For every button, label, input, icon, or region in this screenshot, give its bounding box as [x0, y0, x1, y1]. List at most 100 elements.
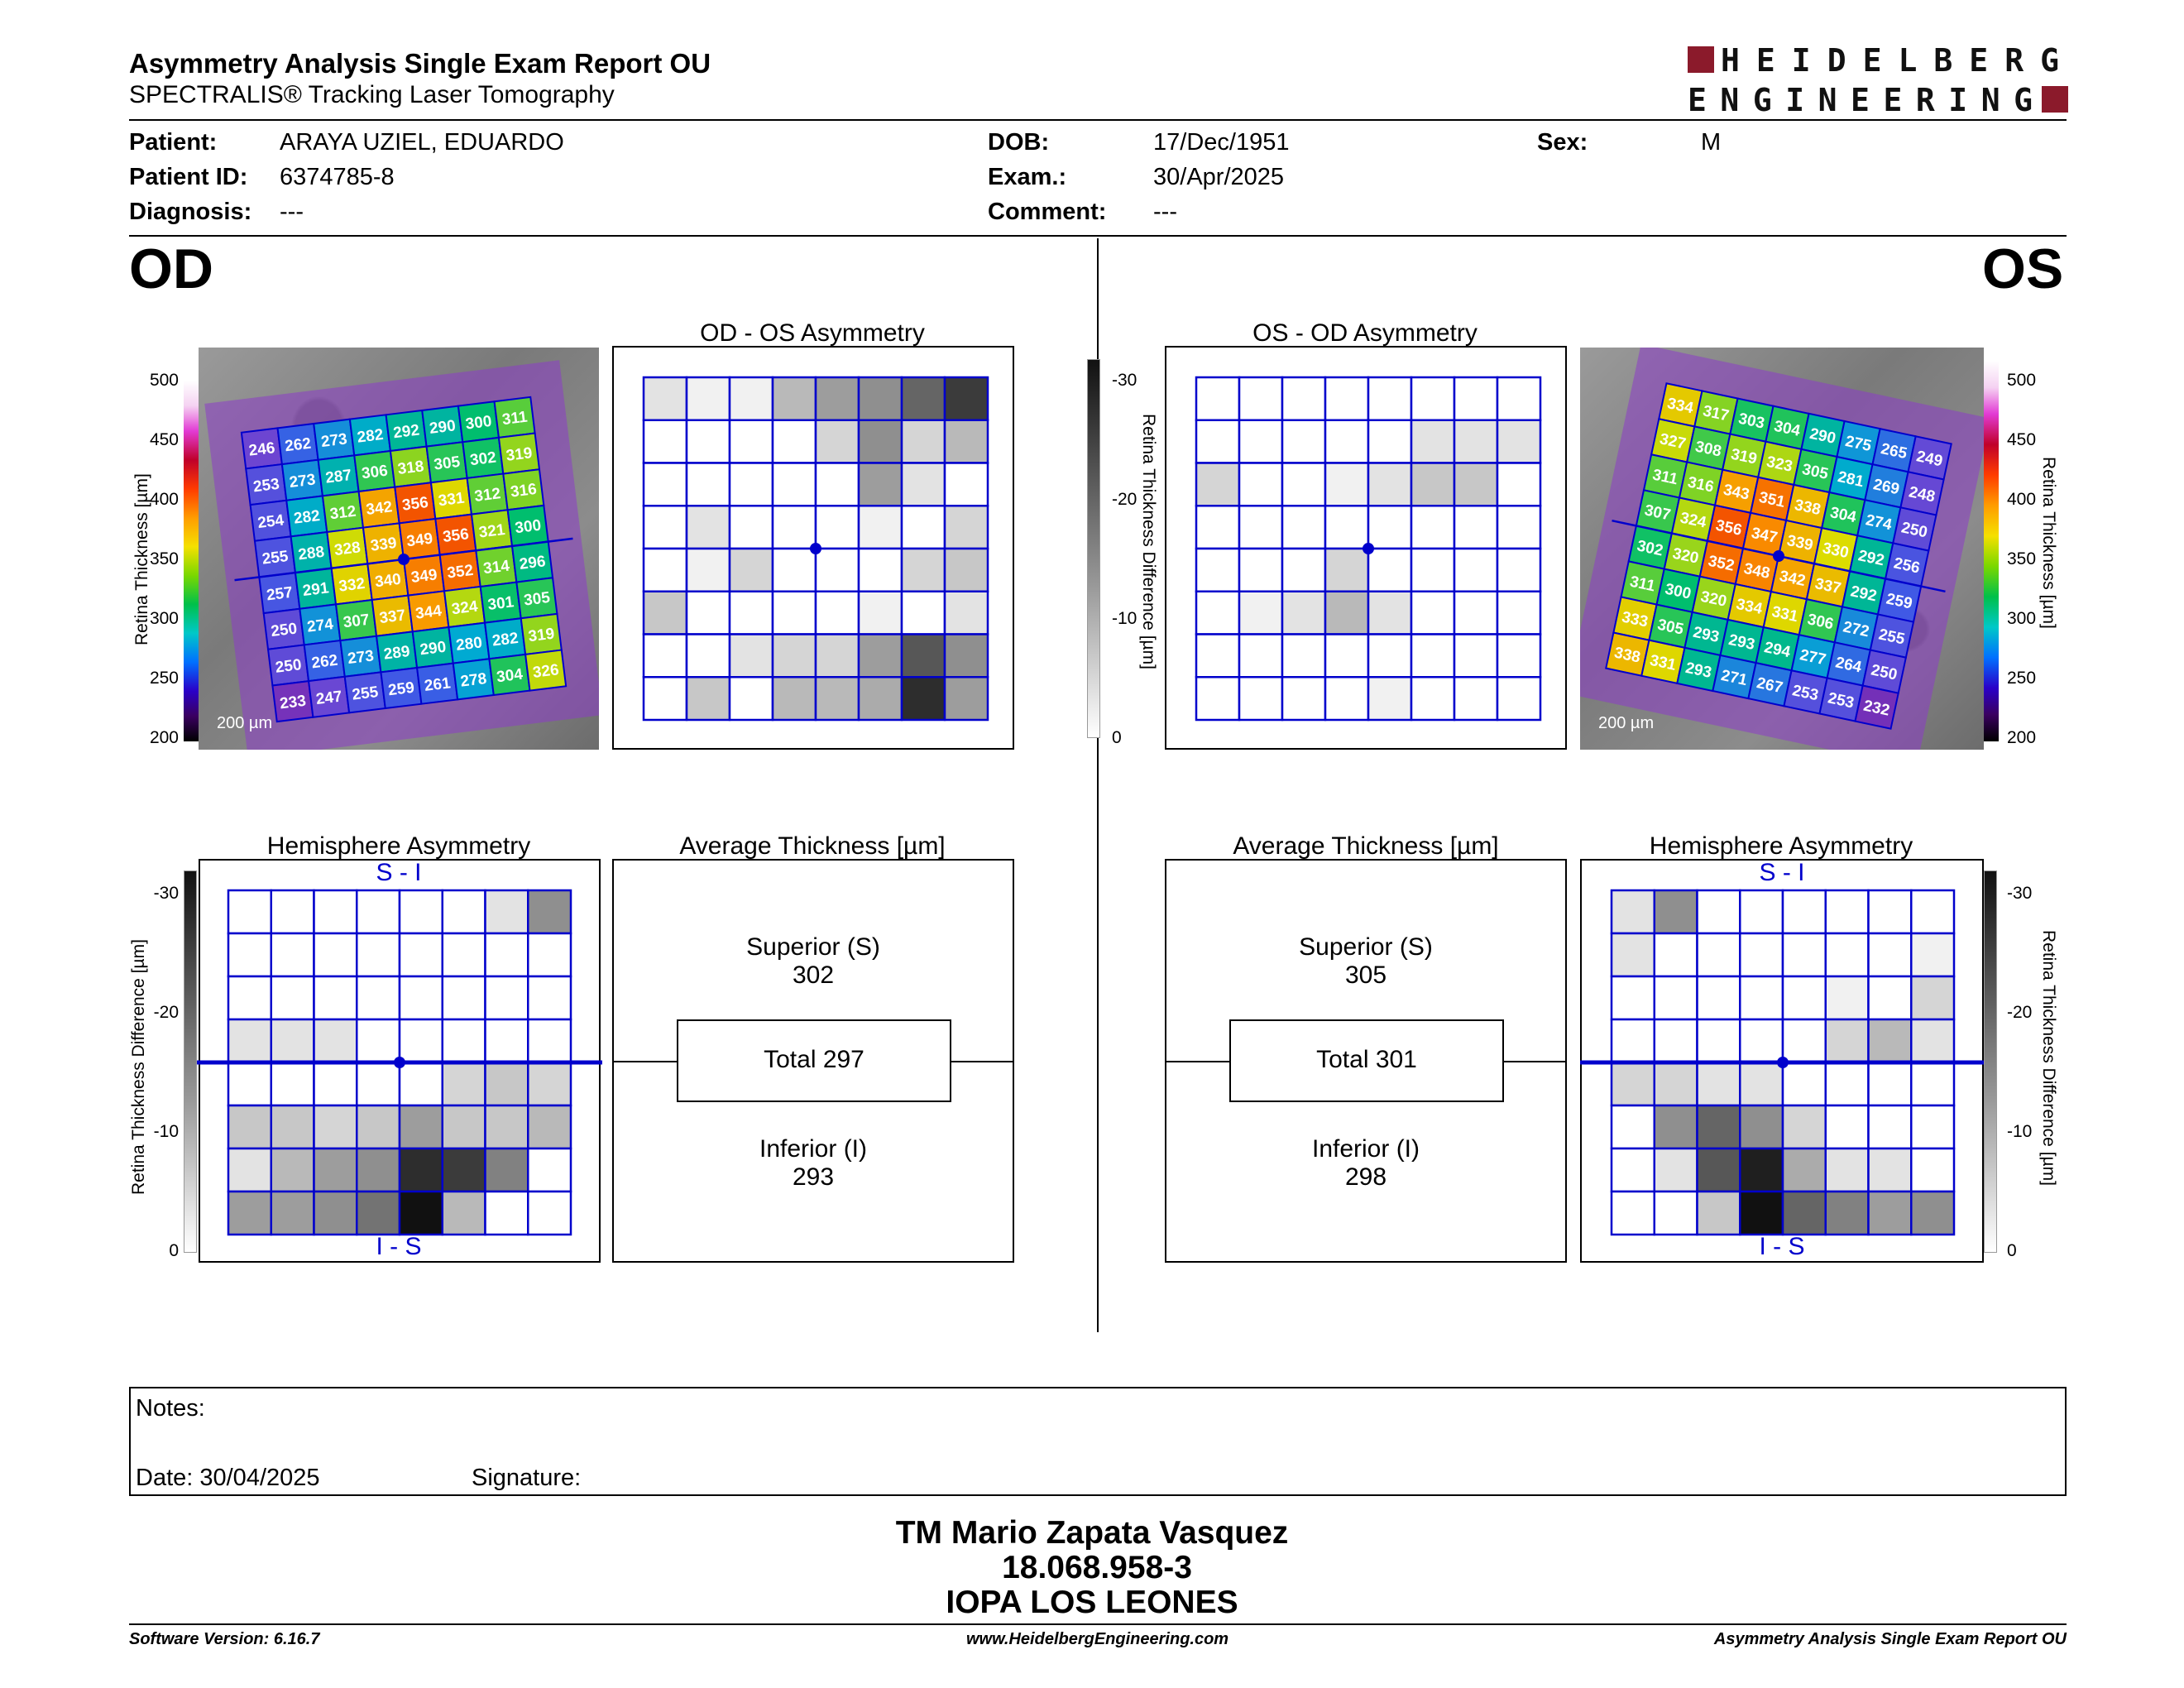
os-od-title: OS - OD Asymmetry — [1252, 319, 1478, 347]
asymmetry-cell — [1195, 505, 1241, 550]
center-diff-colorbar — [1087, 359, 1100, 738]
os-superior-label: Superior (S) — [1299, 933, 1433, 961]
asymmetry-cell — [1410, 376, 1456, 421]
svg-text:ENGINEERING: ENGINEERING — [1688, 82, 2035, 114]
asymmetry-cell — [484, 1190, 529, 1236]
asymmetry-cell — [484, 1104, 529, 1150]
asymmetry-cell — [685, 590, 731, 635]
asymmetry-cell — [1824, 1061, 1870, 1107]
asymmetry-cell — [1410, 547, 1456, 592]
os-hemisphere-grid — [1580, 889, 1985, 1236]
thickness-value: 312 — [329, 503, 357, 524]
asymmetry-cell — [857, 376, 903, 421]
od-inferior-label: Inferior (I) — [759, 1135, 868, 1163]
asymmetry-cell — [1910, 1147, 1956, 1193]
asymmetry-cell — [1824, 1147, 1870, 1193]
exam-label: Exam.: — [988, 164, 1067, 190]
od-hemi-si-label: S - I — [376, 859, 422, 886]
od-hemi-is-label: I - S — [376, 1233, 422, 1260]
axis-tick-label: 350 — [2007, 549, 2037, 568]
asymmetry-cell — [1824, 932, 1870, 978]
report-title: Asymmetry Analysis Single Exam Report OU — [129, 48, 711, 79]
asymmetry-cell — [857, 590, 903, 635]
asymmetry-cell — [728, 376, 774, 421]
asymmetry-cell — [900, 590, 946, 635]
eye-label-os: OS — [1982, 237, 2064, 300]
asymmetry-cell — [1453, 505, 1499, 550]
asymmetry-cell — [1781, 1147, 1827, 1193]
asymmetry-cell — [1910, 1061, 1956, 1107]
asymmetry-cell — [1238, 633, 1284, 679]
thickness-value: 250 — [270, 620, 298, 640]
asymmetry-cell — [728, 547, 774, 592]
asymmetry-cell — [441, 975, 486, 1021]
asymmetry-cell — [943, 547, 989, 592]
asymmetry-cell — [900, 633, 946, 679]
notes-box[interactable] — [129, 1387, 2067, 1496]
asymmetry-cell — [1281, 676, 1327, 722]
asymmetry-cell — [313, 889, 358, 935]
thickness-value: 301 — [486, 593, 515, 614]
asymmetry-cell — [943, 462, 989, 507]
asymmetry-cell — [484, 1147, 529, 1193]
asymmetry-cell — [1410, 419, 1456, 464]
thickness-value: 316 — [510, 481, 538, 501]
thickness-value: 349 — [410, 566, 438, 587]
asymmetry-cell — [857, 676, 903, 722]
info-divider — [129, 235, 2067, 237]
asymmetry-cell — [1238, 676, 1284, 722]
thickness-value: 253 — [252, 476, 280, 496]
axis-tick-label: 450 — [2007, 430, 2037, 449]
asymmetry-cell — [1610, 1147, 1655, 1193]
asymmetry-cell — [1410, 462, 1456, 507]
asymmetry-cell — [728, 676, 774, 722]
asymmetry-cell — [1324, 376, 1370, 421]
axis-tick-label: 200 — [149, 728, 179, 747]
asymmetry-cell — [527, 889, 572, 935]
thickness-value: 337 — [378, 607, 406, 627]
asymmetry-cell — [1496, 419, 1542, 464]
thickness-value: 312 — [473, 485, 501, 506]
thickness-value: 319 — [505, 444, 534, 465]
asymmetry-cell — [1653, 932, 1698, 978]
thickness-value: 304 — [496, 666, 524, 687]
sex: M — [1701, 129, 1722, 156]
os-hemi-axis-label: Retina Thickness Difference [µm] — [2039, 930, 2058, 1186]
scale-marker: 200 µm — [1598, 714, 1654, 732]
asymmetry-cell — [1281, 419, 1327, 464]
asymmetry-cell — [1781, 932, 1827, 978]
asymmetry-cell — [642, 505, 688, 550]
axis-tick-label: 200 — [2007, 728, 2037, 747]
asymmetry-cell — [1281, 505, 1327, 550]
thickness-value: 326 — [532, 661, 560, 682]
asymmetry-cell — [1324, 505, 1370, 550]
asymmetry-cell — [1867, 975, 1913, 1021]
asymmetry-cell — [1410, 633, 1456, 679]
asymmetry-cell — [685, 633, 731, 679]
axis-tick-label: 500 — [2007, 371, 2037, 390]
os-total-box — [1229, 1019, 1504, 1102]
asymmetry-cell — [1867, 1061, 1913, 1107]
asymmetry-cell — [1696, 932, 1741, 978]
website-link[interactable]: www.HeidelbergEngineering.com — [966, 1630, 1229, 1648]
asymmetry-cell — [356, 1018, 401, 1064]
thickness-value: 342 — [365, 498, 393, 519]
asymmetry-cell — [1867, 1104, 1913, 1150]
asymmetry-cell — [441, 1147, 486, 1193]
asymmetry-cell — [1496, 633, 1542, 679]
asymmetry-cell — [1653, 1147, 1698, 1193]
asymmetry-cell — [1195, 676, 1241, 722]
asymmetry-cell — [484, 932, 529, 978]
asymmetry-cell — [527, 1190, 572, 1236]
asymmetry-cell — [484, 889, 529, 935]
asymmetry-cell — [1238, 419, 1284, 464]
notes-signature: Signature: — [472, 1465, 582, 1491]
signoff-clinic: IOPA LOS LEONES — [946, 1585, 1238, 1620]
od-inferior-value: 293 — [792, 1163, 835, 1191]
axis-tick-label: 0 — [2007, 1241, 2017, 1260]
thickness-value: 296 — [519, 553, 547, 573]
asymmetry-cell — [1910, 932, 1956, 978]
asymmetry-cell — [728, 505, 774, 550]
asymmetry-cell — [1867, 889, 1913, 935]
thickness-cell — [1854, 684, 1899, 730]
